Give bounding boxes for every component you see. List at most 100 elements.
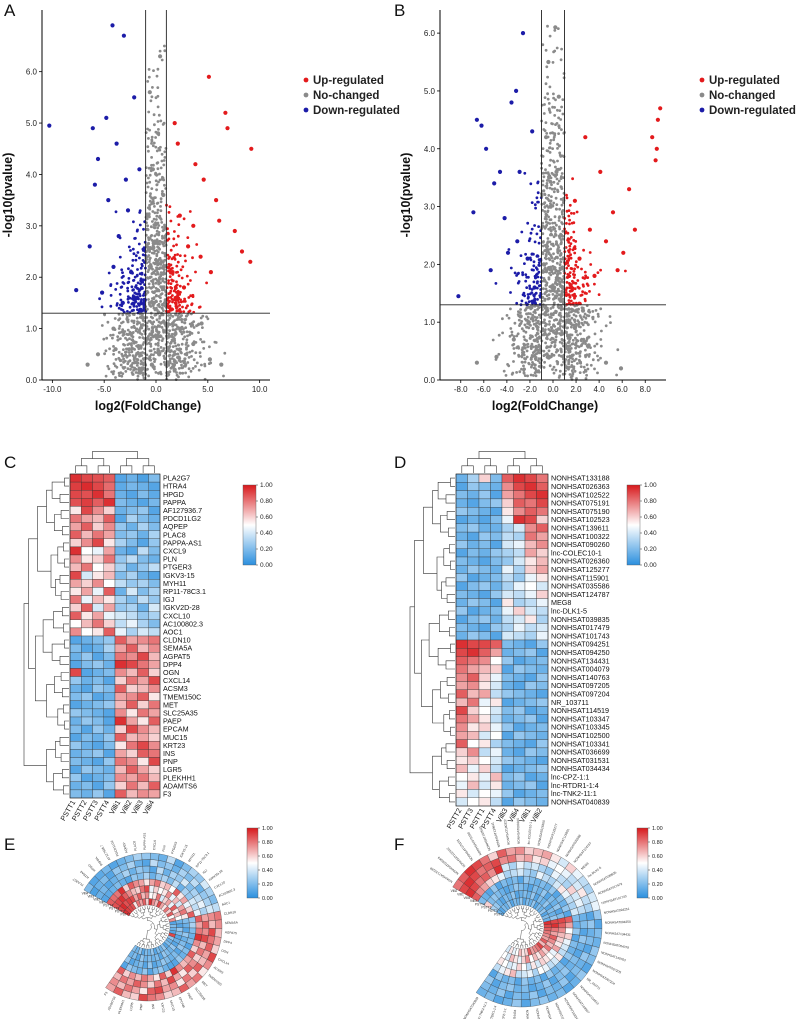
data-point xyxy=(520,299,524,303)
heatmap-cell xyxy=(148,652,161,661)
data-point xyxy=(109,294,113,297)
circular-cell xyxy=(529,997,541,1007)
data-point xyxy=(103,352,106,356)
volcano-plot-a: -10.0 -5.0 0.0 5.0 10.00.01.02.03.04.05.06.0… xyxy=(1,10,400,413)
data-point xyxy=(546,210,549,214)
data-point xyxy=(512,347,516,350)
heatmap-cell xyxy=(126,716,138,726)
data-point xyxy=(532,252,535,256)
data-point xyxy=(138,209,142,213)
heatmap-cell xyxy=(103,724,116,734)
row-label: NONHSAT026360 xyxy=(551,557,610,566)
heatmap-cell xyxy=(467,540,480,549)
data-point xyxy=(544,287,548,291)
circular-cell xyxy=(585,911,595,921)
heatmap-cell xyxy=(69,546,82,556)
heatmap-cell xyxy=(137,789,149,799)
data-point-down-regulated xyxy=(488,268,493,273)
data-point xyxy=(172,351,176,354)
data-point xyxy=(201,314,205,318)
data-point xyxy=(549,273,553,277)
data-point xyxy=(159,281,162,285)
data-point xyxy=(159,362,163,366)
data-point xyxy=(574,346,577,350)
row-label: IGKV2D-28 xyxy=(163,603,200,612)
heatmap-cell xyxy=(478,714,491,724)
heatmap-cell xyxy=(478,515,491,524)
data-point xyxy=(130,285,134,289)
heatmap-cell xyxy=(478,772,491,782)
data-point xyxy=(556,108,559,112)
data-point-down-regulated xyxy=(114,141,119,146)
heatmap-cell xyxy=(490,515,503,524)
data-point xyxy=(163,356,166,360)
data-point xyxy=(560,203,564,207)
data-point xyxy=(175,371,178,374)
heatmap-cell xyxy=(69,733,82,742)
heatmap-cell xyxy=(69,611,82,620)
data-point xyxy=(135,316,139,320)
data-point xyxy=(125,315,129,319)
data-point xyxy=(119,359,123,362)
data-point xyxy=(596,354,599,358)
data-point xyxy=(154,286,158,290)
data-point-up-regulated xyxy=(193,162,198,167)
heatmap-cell xyxy=(114,676,127,685)
data-point-up-regulated xyxy=(658,106,663,111)
circular-row-label: AGPAT5 xyxy=(225,930,238,935)
heatmap-cell xyxy=(81,514,93,523)
circular-cell xyxy=(593,928,603,939)
data-point-down-regulated xyxy=(474,117,479,122)
data-point xyxy=(153,196,156,200)
heatmap-cell xyxy=(467,747,480,757)
data-point xyxy=(135,364,139,367)
heatmap-cell xyxy=(69,643,82,653)
circular-column-label: PSTT1 xyxy=(481,906,491,910)
data-point xyxy=(549,247,552,251)
data-point xyxy=(536,319,540,323)
heatmap-cell xyxy=(536,473,549,483)
data-point xyxy=(524,279,528,283)
heatmap-cell xyxy=(126,635,138,645)
data-point xyxy=(526,345,530,349)
heatmap-cell xyxy=(490,780,503,790)
heatmap-cell xyxy=(490,772,503,782)
data-point-no-changed xyxy=(95,352,101,357)
data-point xyxy=(549,218,553,222)
data-point-up-regulated xyxy=(201,177,206,182)
data-point-down-regulated xyxy=(116,234,121,239)
row-label: NONHSAT133188 xyxy=(551,474,610,483)
heatmap-cell xyxy=(81,708,93,718)
data-point xyxy=(132,220,135,224)
heatmap-cell xyxy=(69,595,82,604)
heatmap-cell xyxy=(126,692,138,701)
circular-cell xyxy=(558,922,566,929)
data-point xyxy=(568,244,572,248)
data-point xyxy=(533,203,537,207)
data-point xyxy=(175,283,179,287)
data-point xyxy=(128,337,131,340)
heatmap-cell xyxy=(137,595,149,604)
data-point xyxy=(185,338,189,342)
heatmap-cell xyxy=(501,664,514,674)
heatmap-cell xyxy=(148,481,161,491)
data-point xyxy=(136,358,140,362)
heatmap-cell xyxy=(524,689,537,699)
data-point xyxy=(560,305,563,309)
data-point xyxy=(587,314,591,318)
heatmap-cell xyxy=(467,598,480,607)
data-point xyxy=(560,278,564,282)
data-point xyxy=(581,276,585,280)
heatmap-cell xyxy=(478,581,491,591)
data-point xyxy=(160,306,164,310)
data-point xyxy=(152,239,156,243)
data-point xyxy=(205,281,209,285)
row-label: NONHSAT101743 xyxy=(551,631,610,640)
circular-cell xyxy=(208,920,216,929)
heatmap-cell xyxy=(126,490,138,499)
data-point-no-changed xyxy=(151,300,156,305)
data-point xyxy=(530,201,534,205)
heatmap-cell xyxy=(524,681,537,690)
heatmap-cell xyxy=(501,756,514,765)
data-point xyxy=(511,343,515,347)
